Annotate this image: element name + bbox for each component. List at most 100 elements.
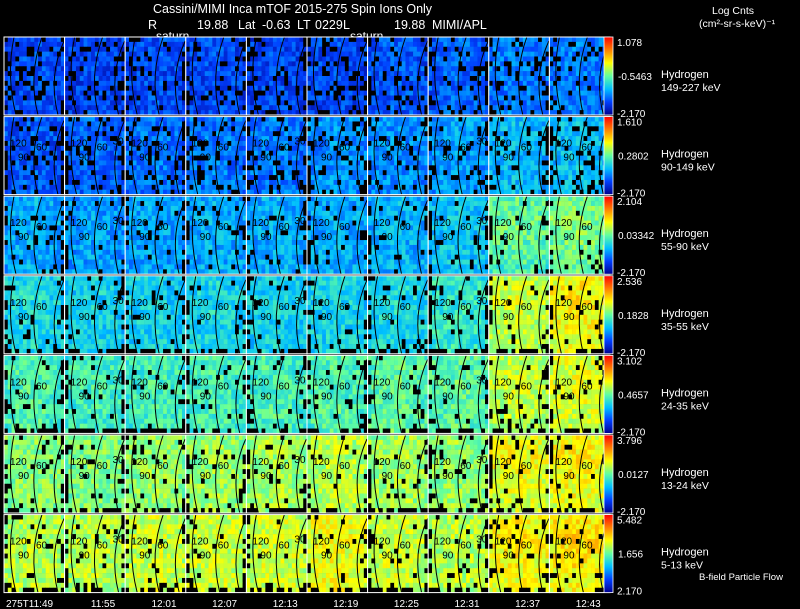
heatmap-pixel (397, 85, 402, 91)
heatmap-pixel (409, 37, 414, 43)
contour-line (114, 40, 126, 116)
heatmap-pixel (265, 116, 270, 122)
heatmap-pixel (53, 121, 58, 127)
heatmap-pixel (477, 51, 482, 57)
heatmap-pixel (473, 184, 478, 191)
heatmap-pixel (155, 71, 160, 77)
lt-value: 0229 (315, 18, 343, 32)
contour-line (9, 116, 17, 195)
heatmap-pixel (265, 66, 270, 72)
heatmap-pixel (163, 56, 168, 62)
heatmap-pixel (390, 160, 395, 166)
heatmap-pixel (110, 95, 115, 101)
heatmap-pixel (193, 51, 198, 57)
heatmap-pixel (424, 116, 429, 122)
heatmap-pixel (204, 131, 209, 137)
units-line1: Log Cnts (712, 5, 755, 17)
heatmap-pixel (219, 41, 224, 48)
heatmap-pixel (431, 46, 437, 52)
heatmap-pixel (394, 145, 399, 152)
heatmap-pixel (212, 165, 217, 171)
heatmap-pixel (166, 170, 171, 176)
heatmap-pixel (329, 170, 334, 176)
heatmap-pixel (303, 100, 308, 106)
heatmap-pixel (136, 66, 141, 72)
heatmap-pixel (91, 66, 96, 72)
heatmap-pixel (337, 140, 342, 147)
heatmap-pixel (447, 126, 452, 132)
heatmap-pixel (466, 105, 471, 111)
heatmap-pixel (492, 145, 497, 152)
heatmap-pixel (189, 145, 194, 152)
heatmap-pixel (288, 46, 293, 52)
heatmap-pixel (113, 85, 118, 91)
heatmap-pixel (462, 126, 467, 132)
heatmap-pixel (242, 51, 247, 57)
heatmap-pixel (371, 71, 376, 77)
heatmap-pixel (41, 95, 46, 101)
heatmap-pixel (488, 160, 493, 166)
heatmap-pixel (170, 110, 175, 116)
heatmap-pixel (428, 41, 433, 48)
heatmap-pixel (356, 170, 361, 176)
heatmap-pixel (178, 66, 183, 72)
heatmap-pixel (144, 165, 149, 171)
heatmap-pixel (598, 41, 603, 48)
heatmap-pixel (450, 56, 456, 62)
heatmap-pixel (49, 165, 54, 171)
heatmap-pixel (318, 140, 323, 147)
heatmap-pixel (375, 85, 380, 91)
heatmap-pixel (500, 71, 505, 77)
heatmap-pixel (363, 170, 368, 176)
heatmap-pixel (496, 71, 501, 77)
heatmap-pixel (390, 80, 395, 87)
heatmap-pixel (348, 165, 353, 171)
heatmap-pixel (235, 90, 240, 96)
heatmap-pixel (307, 175, 312, 181)
heatmap-pixel (378, 80, 384, 87)
heatmap-pixel (356, 140, 361, 147)
heatmap-pixel (564, 85, 569, 91)
heatmap-pixel (140, 170, 145, 176)
heatmap-pixel (492, 150, 497, 156)
heatmap-pixel (360, 105, 365, 111)
heatmap-pixel (507, 126, 512, 132)
heatmap-pixel (462, 184, 467, 191)
heatmap-pixel (276, 41, 281, 48)
heatmap-pixel (140, 165, 145, 171)
heatmap-pixel (307, 165, 312, 171)
heatmap-pixel (333, 71, 338, 77)
heatmap-pixel (530, 66, 535, 72)
heatmap-pixel (22, 71, 28, 77)
heatmap-pixel (545, 150, 550, 156)
heatmap-pixel (492, 126, 497, 132)
heatmap-pixel (231, 184, 236, 191)
heatmap-pixel (144, 56, 149, 62)
heatmap-pixel (386, 105, 391, 111)
heatmap-pixel (549, 51, 554, 57)
heatmap-pixel (314, 46, 319, 52)
heatmap-pixel (420, 95, 425, 101)
heatmap-pixel (560, 80, 565, 87)
heatmap-pixel (503, 61, 509, 67)
heatmap-pixel (68, 121, 73, 127)
heatmap-pixel (128, 184, 134, 191)
heatmap-pixel (405, 100, 410, 106)
heatmap-pixel (401, 131, 406, 137)
heatmap-pixel (375, 175, 380, 181)
heatmap-pixel (227, 56, 232, 62)
heatmap-pixel (49, 136, 54, 142)
heatmap-pixel (185, 37, 190, 43)
heatmap-pixel (598, 51, 603, 57)
heatmap-pixel (371, 76, 376, 82)
heatmap-pixel (106, 105, 111, 111)
heatmap-pixel (106, 61, 111, 67)
heatmap-pixel (307, 51, 312, 57)
heatmap-pixel (439, 90, 444, 96)
heatmap-pixel (538, 56, 543, 62)
heatmap-pixel (443, 51, 448, 57)
heatmap-pixel (87, 85, 92, 91)
heatmap-pixel (246, 61, 251, 67)
heatmap-pixel (310, 131, 315, 137)
heatmap-pixel (87, 80, 92, 87)
